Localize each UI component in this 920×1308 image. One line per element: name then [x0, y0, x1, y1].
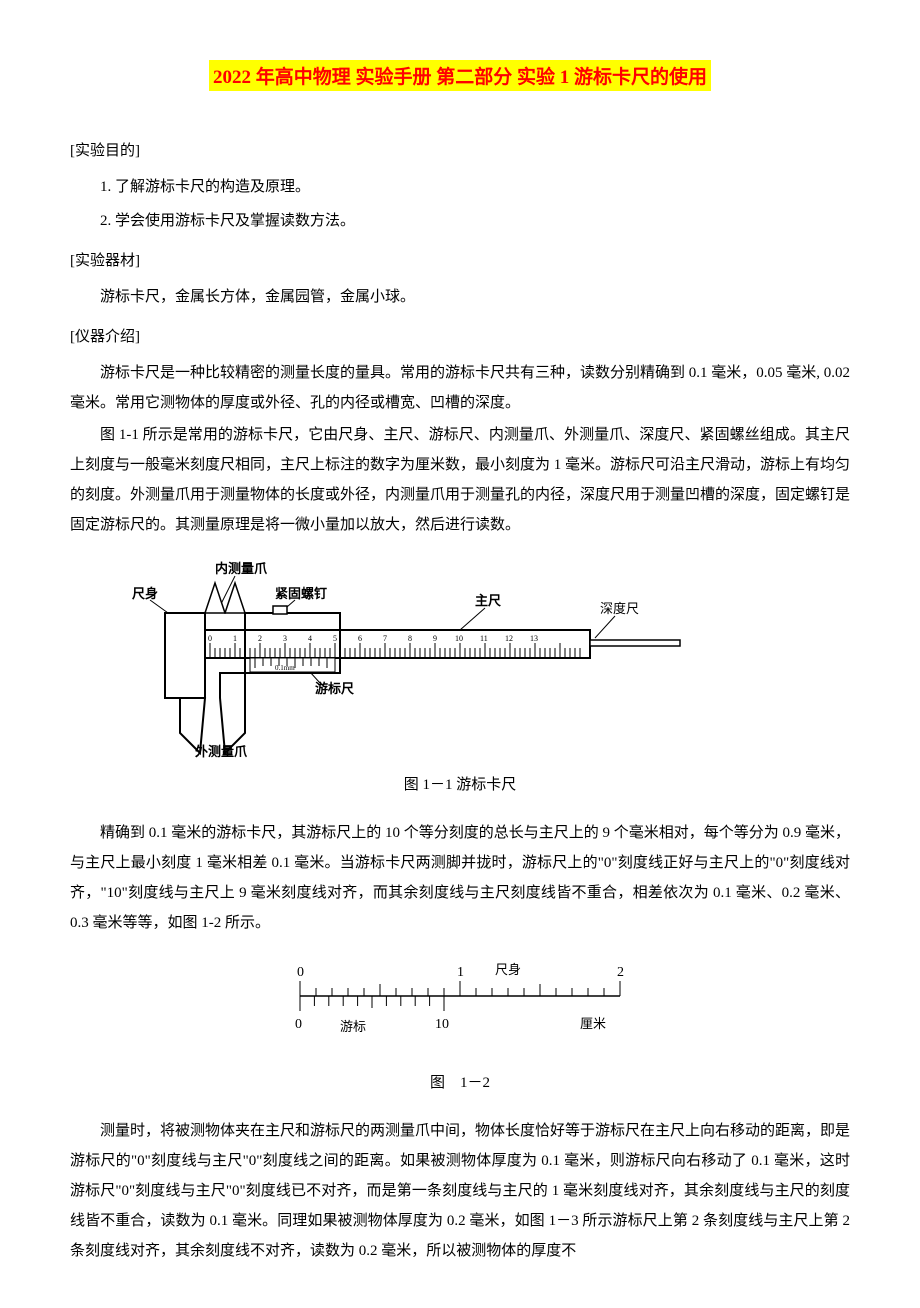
figure-1-1: 内测量爪 尺身 紧固螺钉 主尺 深度尺: [120, 558, 850, 763]
label-unit: 厘米: [580, 1016, 606, 1031]
equipment-text: 游标卡尺，金属长方体，金属园管，金属小球。: [70, 282, 850, 312]
main-num: 9: [433, 634, 437, 643]
title-wrap: 2022 年高中物理 实验手册 第二部分 实验 1 游标卡尺的使用: [70, 60, 850, 111]
section-intro-heading: [仪器介绍]: [70, 322, 850, 352]
main-num: 5: [333, 634, 337, 643]
label-depth-rod: 深度尺: [600, 601, 639, 616]
label-vernier: 游标尺: [315, 681, 354, 696]
document-page: 2022 年高中物理 实验手册 第二部分 实验 1 游标卡尺的使用 [实验目的]…: [0, 0, 920, 1308]
main-1: 1: [457, 965, 464, 980]
vernier-10: 10: [435, 1017, 449, 1032]
main-0: 0: [297, 965, 304, 980]
label-main-scale: 主尺: [475, 593, 501, 608]
main-num: 2: [258, 634, 262, 643]
precision-label: 0.1mm: [275, 664, 295, 672]
purpose-item-1: 1. 了解游标卡尺的构造及原理。: [70, 172, 850, 202]
label-body2: 尺身: [495, 962, 521, 977]
main-num: 3: [283, 634, 287, 643]
intro-paragraph-1: 游标卡尺是一种比较精密的测量长度的量具。常用的游标卡尺共有三种，读数分别精确到 …: [70, 358, 850, 418]
label-body: 尺身: [132, 586, 158, 601]
main-num: 4: [308, 634, 312, 643]
label-outer-jaw: 外测量爪: [194, 744, 248, 758]
main-num: 6: [358, 634, 362, 643]
label-screw: 紧固螺钉: [275, 586, 327, 601]
figure-1-2-caption: 图 1－2: [70, 1071, 850, 1092]
paragraph-3: 精确到 0.1 毫米的游标卡尺，其游标尺上的 10 个等分刻度的总长与主尺上的 …: [70, 818, 850, 938]
main-num: 12: [505, 634, 513, 643]
scale-diagram: 0 1 2 尺身 0 10 游标 厘米: [270, 956, 650, 1056]
section-purpose-heading: [实验目的]: [70, 136, 850, 166]
intro-paragraph-2: 图 1-1 所示是常用的游标卡尺，它由尺身、主尺、游标尺、内测量爪、外测量爪、深…: [70, 420, 850, 540]
label-inner-jaw: 内测量爪: [215, 561, 268, 576]
figure-1-1-caption: 图 1－1 游标卡尺: [70, 773, 850, 794]
purpose-item-2: 2. 学会使用游标卡尺及掌握读数方法。: [70, 206, 850, 236]
main-num: 11: [480, 634, 488, 643]
vernier-0: 0: [295, 1017, 302, 1032]
main-num: 13: [530, 634, 538, 643]
document-title: 2022 年高中物理 实验手册 第二部分 实验 1 游标卡尺的使用: [209, 60, 711, 91]
caliper-diagram: 内测量爪 尺身 紧固螺钉 主尺 深度尺: [120, 558, 720, 758]
figure-1-2: 0 1 2 尺身 0 10 游标 厘米: [70, 956, 850, 1061]
main-num: 1: [233, 634, 237, 643]
main-num: 7: [383, 634, 387, 643]
paragraph-4: 测量时，将被测物体夹在主尺和游标尺的两测量爪中间，物体长度恰好等于游标尺在主尺上…: [70, 1116, 850, 1266]
main-num: 0: [208, 634, 212, 643]
main-num: 10: [455, 634, 463, 643]
label-vernier2: 游标: [340, 1019, 366, 1034]
section-equipment-heading: [实验器材]: [70, 246, 850, 276]
main-num: 8: [408, 634, 412, 643]
main-2: 2: [617, 965, 624, 980]
